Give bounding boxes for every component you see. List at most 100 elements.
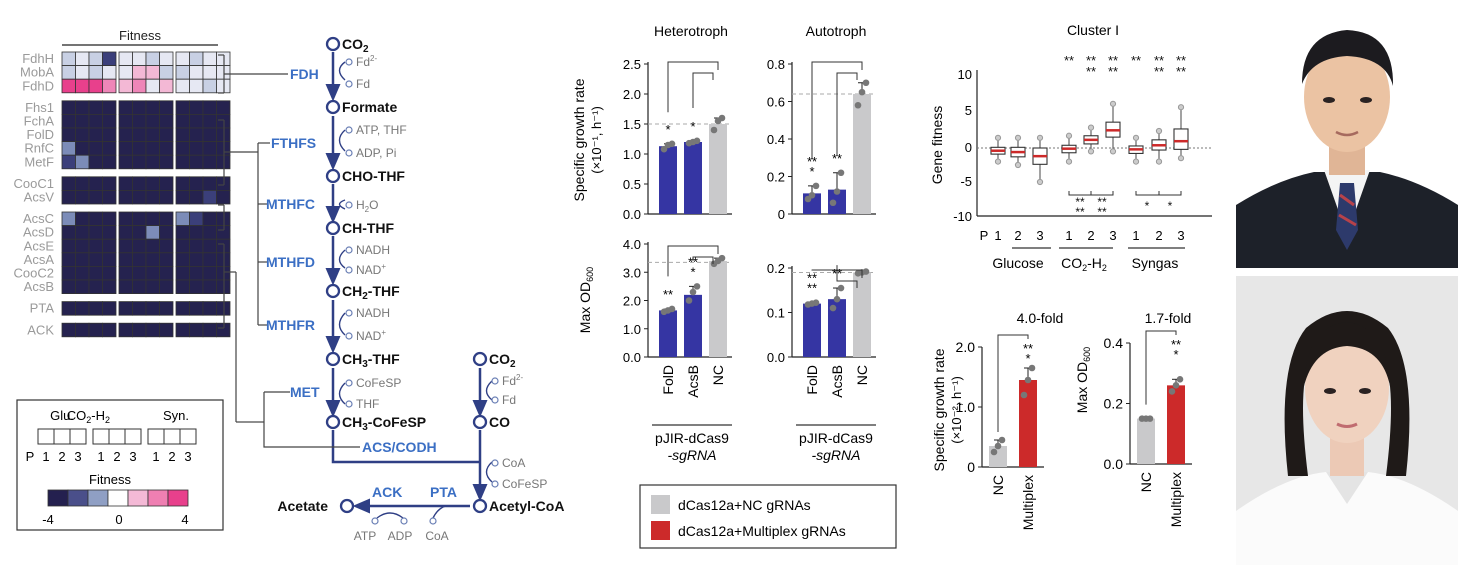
heatmap-cell xyxy=(189,154,204,170)
y-tick-label: 4.0 xyxy=(623,237,641,252)
legend-swatch-multiplex xyxy=(651,521,670,540)
heatmap-cell xyxy=(88,279,103,295)
heatmap-cell xyxy=(145,141,160,156)
heatmap-cell xyxy=(145,114,160,129)
ytick-10: 10 xyxy=(958,67,972,82)
cofactor-cofesp-b: CoFeSP xyxy=(502,477,547,491)
cluster-xtick: 2 xyxy=(1155,228,1162,243)
row2-ylabel: Max OD600 xyxy=(577,267,595,333)
scale-swatch xyxy=(47,489,69,507)
heatmap-cell xyxy=(189,225,204,240)
heatmap-cell xyxy=(189,265,204,281)
heatmap-cell xyxy=(88,114,103,129)
heatmap-cell xyxy=(202,176,217,191)
heatmap-cell xyxy=(202,127,217,143)
cofactor-fd2: Fd2- xyxy=(356,54,377,69)
heatmap-cell xyxy=(175,100,190,115)
heatmap-cell xyxy=(102,279,117,295)
heatmap-cell xyxy=(175,65,190,80)
significance-mark: ** xyxy=(1023,341,1033,356)
data-point xyxy=(812,299,820,307)
heatmap-cell xyxy=(118,265,133,281)
ytick-minus5: -5 xyxy=(960,174,972,189)
heatmap-cell xyxy=(175,252,190,267)
heatmap-cell xyxy=(189,301,204,316)
scale-swatch xyxy=(127,489,149,507)
data-point xyxy=(668,140,676,148)
cofactor-h2o: H2O xyxy=(356,198,378,214)
heatmap-cell xyxy=(61,322,76,338)
legend-condition-cell xyxy=(147,428,165,445)
heatmap-cell xyxy=(75,322,90,338)
cofactor-adp-pi: ADP, Pi xyxy=(356,146,396,160)
y-tick-label: 0.2 xyxy=(1104,396,1124,412)
heatmap-cell xyxy=(102,65,117,80)
gene-label: FdhD xyxy=(22,78,54,93)
svg-text:**: ** xyxy=(1097,195,1107,209)
svg-text:**: ** xyxy=(1154,64,1164,79)
svg-text:**: ** xyxy=(1064,53,1074,68)
y-tick-label: 2.0 xyxy=(623,87,641,102)
y-tick-label: 0.0 xyxy=(767,350,785,365)
y-tick-label: 0 xyxy=(967,459,975,475)
heatmap-cell xyxy=(75,154,90,170)
heatmap-cell xyxy=(216,114,231,129)
heatmap-cell xyxy=(202,141,217,156)
heatmap-cell xyxy=(202,65,217,80)
heatmap-cell xyxy=(75,252,90,267)
heatmap-cell xyxy=(75,51,90,67)
svg-text:**: ** xyxy=(1176,53,1186,68)
heatmap-cell xyxy=(159,225,174,240)
fold-bar-panel: 0.0 0.2 0.4 NC Multiplex *** xyxy=(1104,330,1192,527)
legend-condition-cell xyxy=(179,428,197,445)
data-point xyxy=(854,101,862,109)
svg-text:**: ** xyxy=(1131,53,1141,68)
legend-sub-label: P xyxy=(26,449,35,464)
heatmap-cell xyxy=(189,211,204,227)
heatmap-cell xyxy=(175,322,190,338)
heatmap-cell xyxy=(132,322,147,338)
data-point xyxy=(660,145,668,153)
heatmap-cell xyxy=(159,252,174,267)
x-category-label: Multiplex xyxy=(1168,472,1184,527)
significance-mark: ** xyxy=(832,151,842,166)
heatmap-cell xyxy=(102,211,117,227)
heatmap-cell xyxy=(88,252,103,267)
heatmap-cell xyxy=(118,78,133,94)
y-tick-label: 0.4 xyxy=(1104,335,1124,351)
significance-mark: ** xyxy=(1171,337,1181,352)
legend-condition-cell xyxy=(92,428,110,445)
fold-left-ylabel: Specific growth rate xyxy=(931,348,947,471)
legend-glucose-label: Glu. xyxy=(50,408,74,423)
significance-mark: ** xyxy=(807,281,817,296)
bar xyxy=(1167,385,1185,464)
cofactor-fd2-b: Fd2- xyxy=(502,373,523,388)
cluster-ylabel: Gene fitness xyxy=(929,106,945,185)
condition-legend: dCas12a+NC gRNAs dCas12a+Multiplex gRNAs xyxy=(639,484,897,549)
gene-label: FolD xyxy=(27,127,54,142)
significance-mark: ** xyxy=(807,271,817,286)
bar-panel: 0.0 0.5 1.0 1.5 2.0 2.5 * * xyxy=(623,57,732,222)
svg-text:*: * xyxy=(1145,199,1150,213)
heatmap-cell xyxy=(61,176,76,191)
x-category-label: NC xyxy=(710,365,726,385)
heatmap-cell xyxy=(102,189,117,205)
legend-sub-label: 1 xyxy=(152,449,159,464)
heatmap-cell xyxy=(159,78,174,94)
heatmap-cell xyxy=(159,301,174,316)
heatmap-cell xyxy=(216,51,231,67)
significance-mark: ** xyxy=(663,287,673,302)
bar xyxy=(803,303,821,357)
heatmap-cell xyxy=(189,238,204,254)
heatmap-cell xyxy=(202,322,217,338)
gene-label: AcsA xyxy=(24,252,55,267)
legend-label-multiplex: dCas12a+Multiplex gRNAs xyxy=(678,523,846,539)
cofactor-coa-b: CoA xyxy=(425,529,448,543)
heatmap-cell xyxy=(189,189,204,205)
enzyme-mthfc: MTHFC xyxy=(266,196,315,212)
fold-title-right: 1.7-fold xyxy=(1145,310,1192,326)
heatmap-cell xyxy=(118,301,133,316)
x-category-label: FolD xyxy=(660,365,676,395)
cofactor-thf: THF xyxy=(356,397,379,411)
heatmap-cell xyxy=(145,265,160,281)
